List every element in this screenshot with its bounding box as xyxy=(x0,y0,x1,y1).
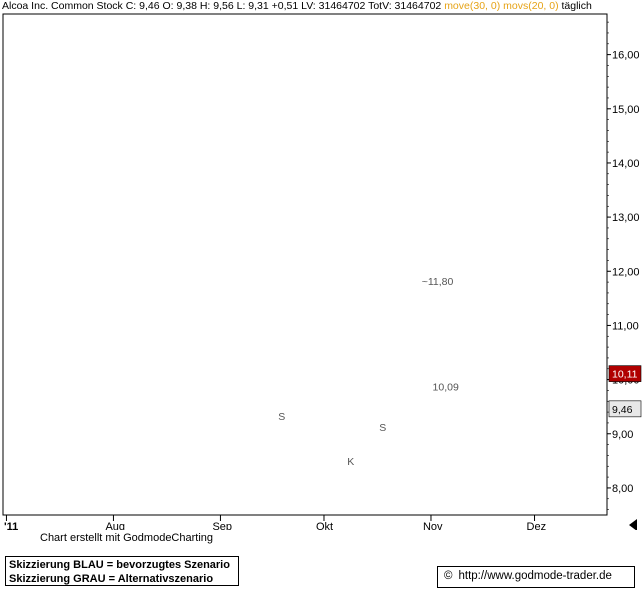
level-price-tag-box xyxy=(608,365,642,382)
scenario-legend: Skizzierung BLAU = bevorzugtes Szenario … xyxy=(5,556,239,586)
legend-blue: Skizzierung BLAU = bevorzugtes Szenario xyxy=(9,559,230,571)
period-label: täglich xyxy=(561,0,592,12)
y-tick-label: 13,00 xyxy=(612,212,640,224)
level-value-label: 10,09 xyxy=(433,381,459,393)
last-price-tag-box xyxy=(608,400,642,418)
instrument-title: Alcoa Inc. Common Stock xyxy=(2,0,123,12)
y-tick-label: 16,00 xyxy=(612,50,640,62)
scroll-left-icon xyxy=(629,519,637,530)
axes: 8,009,0010,0011,0012,0013,0014,0015,0016… xyxy=(2,13,640,530)
x-tick-label: '11 xyxy=(4,521,18,530)
y-tick-label: 14,00 xyxy=(612,158,640,170)
chart-header: Alcoa Inc. Common Stock C: 9,46 O: 9,38 … xyxy=(2,0,592,12)
head-label: K xyxy=(347,456,354,468)
x-tick-label: Okt xyxy=(316,521,333,530)
y-tick-label: 8,00 xyxy=(612,483,633,495)
annotations: 10,11 9,46 ~11,80 10,09 S S K xyxy=(278,276,642,468)
last-price-tag: 9,46 xyxy=(612,404,633,416)
y-tick-label: 9,00 xyxy=(612,429,633,441)
x-tick-label: Nov xyxy=(423,521,443,530)
ma30-label: move(30, 0) xyxy=(444,0,501,12)
source-url[interactable]: http://www.godmode-trader.de xyxy=(458,570,612,582)
y-tick-label: 15,00 xyxy=(612,104,640,116)
y-tick-label: 11,00 xyxy=(612,320,639,332)
plot-frame xyxy=(2,13,608,516)
y-tick-label: 12,00 xyxy=(612,266,640,278)
x-tick-label: Sep xyxy=(212,521,232,530)
x-tick-label: Aug xyxy=(105,521,125,530)
legend-gray: Skizzierung GRAU = Alternativszenario xyxy=(9,573,214,585)
stock-chart: 8,009,0010,0011,0012,0013,0014,0015,0016… xyxy=(2,13,642,530)
resistance-label: ~11,80 xyxy=(422,276,454,288)
quote-values: C: 9,46 O: 9,38 H: 9,56 L: 9,31 +0,51 LV… xyxy=(125,0,442,12)
chart-credit: Chart erstellt mit GodmodeCharting xyxy=(40,532,214,544)
level-price-tag: 10,11 xyxy=(612,369,638,381)
shoulder-left-label: S xyxy=(278,411,285,423)
source-link[interactable]: © http://www.godmode-trader.de xyxy=(437,566,635,588)
shoulder-right-label: S xyxy=(379,422,386,434)
copyright-icon: © xyxy=(444,570,453,582)
x-tick-label: Dez xyxy=(527,521,547,530)
ma20-label: movs(20, 0) xyxy=(503,0,559,12)
